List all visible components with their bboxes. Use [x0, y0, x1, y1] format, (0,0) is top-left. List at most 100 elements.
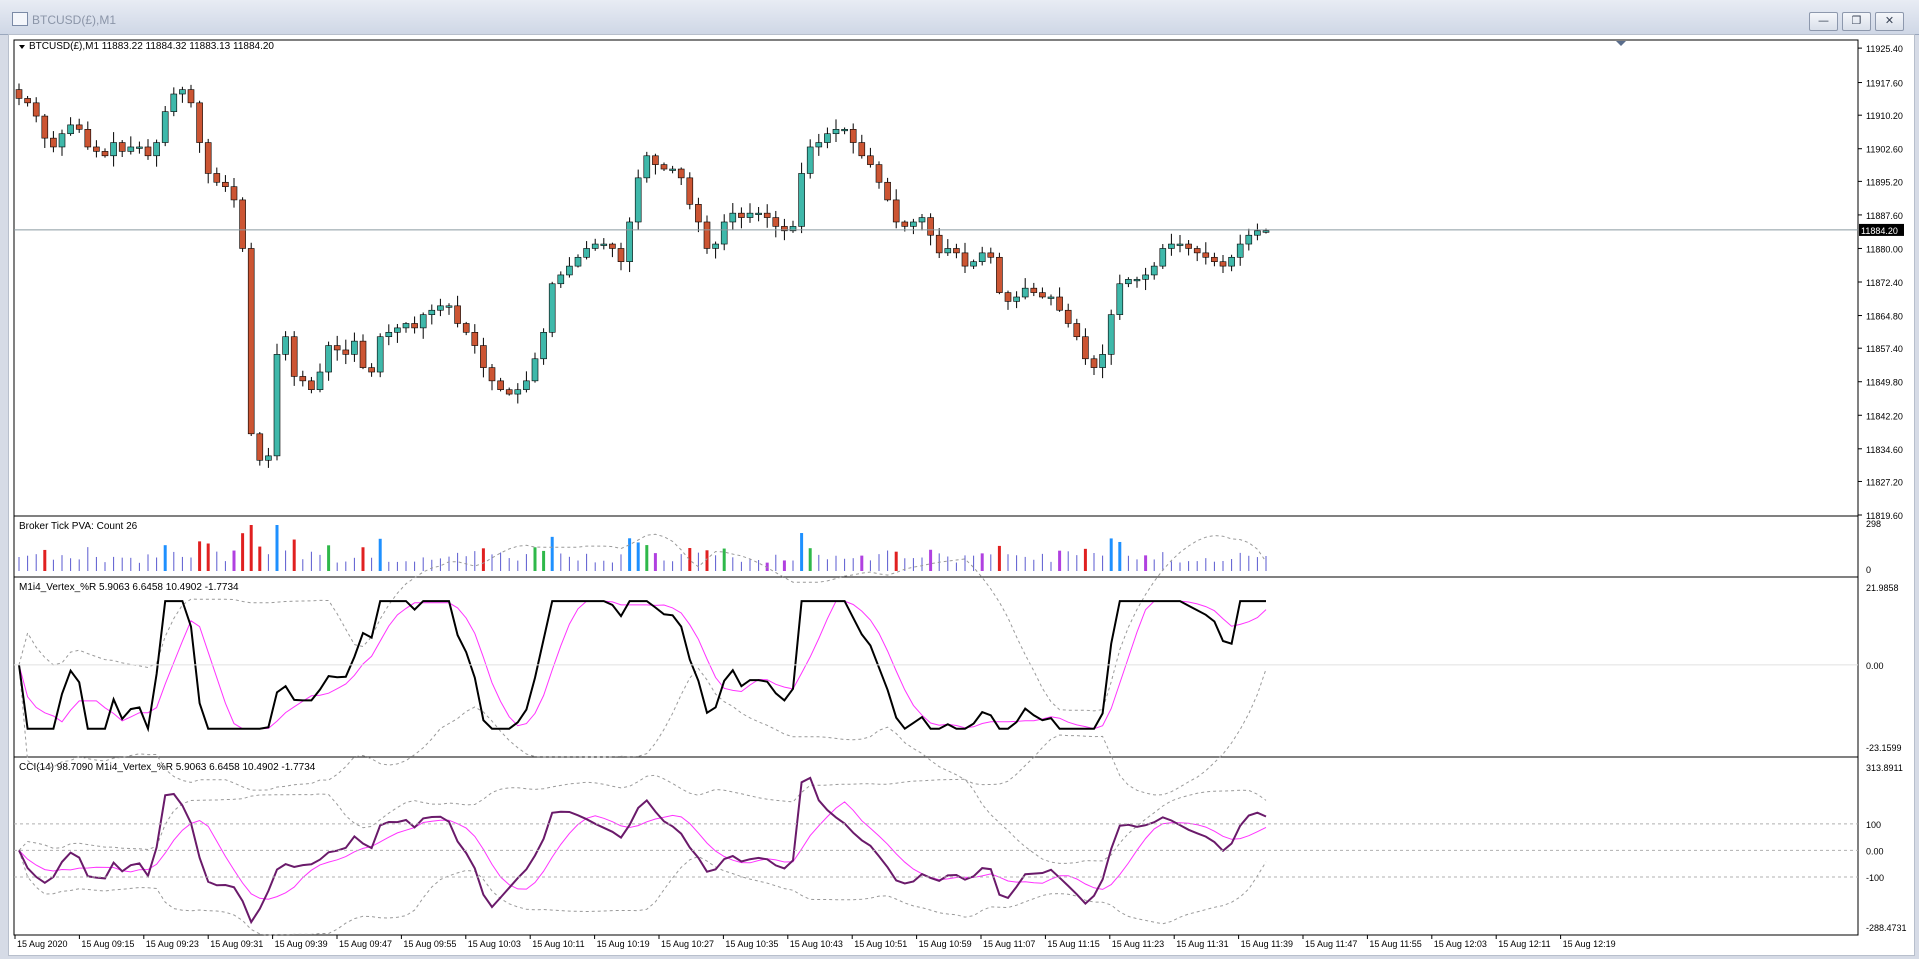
time-tick-label: 15 Aug 11:23: [1112, 939, 1164, 949]
bull-candle: [437, 305, 444, 311]
bear-candle: [488, 367, 496, 382]
bear-candle: [772, 217, 780, 227]
bull-candle: [514, 389, 522, 395]
wr-lower-band: [18, 664, 1267, 796]
main-panel-header: BTCUSD(£),M1 11883.22 11884.32 11883.13 …: [29, 41, 274, 52]
main-panel-frame: [13, 39, 1859, 517]
bear-candle: [93, 146, 100, 152]
wr-tick-label: 0.00: [1866, 661, 1884, 671]
volume-panel-header: Broker Tick PVA: Count 26: [19, 521, 138, 532]
bull-candle: [720, 221, 728, 245]
bull-candle: [540, 332, 547, 360]
cci-panel-header: CCI(14) 98.7090 M1i4_Vertex_%R 5.9063 6.…: [19, 762, 316, 773]
bull-candle: [798, 173, 805, 227]
bull-candle: [789, 226, 797, 232]
bull-candle: [1168, 243, 1175, 249]
bear-candle: [1193, 248, 1201, 254]
bull-candle: [1245, 234, 1253, 245]
time-tick-label: 15 Aug 09:47: [339, 939, 392, 949]
bull-candle: [179, 89, 186, 95]
bear-candle: [1211, 256, 1218, 262]
time-tick-label: 15 Aug 2020: [17, 939, 68, 949]
title-bar[interactable]: BTCUSD(£),M1 — ❐ ✕: [0, 0, 1919, 35]
bear-candle: [213, 173, 221, 183]
bear-candle: [858, 142, 866, 157]
bull-candle: [978, 252, 986, 262]
bull-candle: [394, 327, 401, 333]
minimize-button[interactable]: —: [1809, 12, 1838, 31]
bull-candle: [1254, 230, 1261, 236]
bear-candle: [652, 155, 659, 165]
chart-window-icon: [12, 12, 28, 26]
shift-marker-icon[interactable]: [1616, 41, 1626, 46]
bull-candle: [557, 274, 565, 285]
bull-candle: [1236, 243, 1244, 258]
bear-candle: [987, 252, 995, 258]
restore-button[interactable]: ❐: [1842, 12, 1871, 31]
close-button[interactable]: ✕: [1875, 12, 1904, 31]
bear-candle: [505, 389, 513, 395]
bull-candle: [1133, 279, 1141, 282]
bear-candle: [892, 199, 900, 223]
bear-candle: [24, 98, 31, 104]
bull-candle: [591, 243, 599, 249]
bull-candle: [841, 129, 848, 132]
bear-candle: [1219, 261, 1227, 267]
price-tick-label: 11842.20: [1866, 411, 1903, 421]
time-tick-label: 15 Aug 09:39: [275, 939, 328, 949]
bear-candle: [660, 164, 668, 170]
price-tick-label: 11880.00: [1866, 244, 1903, 254]
bear-candle: [256, 433, 264, 461]
cci-tick-label: 100: [1866, 820, 1881, 830]
bear-candle: [686, 177, 694, 205]
current-price-badge: [1859, 223, 1904, 236]
bear-candle: [901, 221, 909, 227]
bear-candle: [849, 129, 857, 143]
time-axis: 15 Aug 2020 15 Aug 09:15 15 Aug 09:23 15 Au…: [14, 935, 1616, 949]
bull-candle: [643, 155, 651, 179]
cci-tick-label: 313.8911: [1866, 763, 1903, 773]
bull-candle: [1142, 274, 1149, 280]
bear-candle: [480, 345, 487, 368]
wr-panel-header: M1i4_Vertex_%R 5.9063 6.6458 10.4902 -1.…: [19, 582, 239, 593]
bull-candle: [1228, 256, 1235, 267]
current-price-label: 11884.20: [1861, 226, 1898, 236]
collapse-arrow-icon[interactable]: [19, 45, 25, 49]
price-tick-label: 11849.80: [1866, 378, 1903, 388]
bear-candle: [101, 151, 109, 157]
bear-candle: [204, 142, 212, 174]
bull-candle: [445, 305, 453, 308]
bear-candle: [1039, 292, 1046, 298]
bull-candle: [1150, 265, 1158, 276]
bear-candle: [342, 349, 350, 355]
bear-candle: [617, 248, 625, 262]
time-tick-label: 15 Aug 10:51: [854, 939, 907, 949]
wr-tick-label: 21.9858: [1866, 583, 1899, 593]
bear-candle: [738, 212, 745, 218]
bull-candle: [1021, 287, 1029, 298]
bear-candle: [454, 305, 461, 324]
cci-tick-label: -100: [1866, 873, 1884, 883]
wr-series: [18, 533, 1267, 796]
wr-panel-frame: [13, 576, 1859, 758]
bull-candle: [574, 256, 582, 267]
time-tick-label: 15 Aug 10:59: [919, 939, 972, 949]
volume-tick-label: 298: [1866, 519, 1881, 529]
time-tick-label: 15 Aug 11:15: [1047, 939, 1099, 949]
price-tick-label: 11895.20: [1866, 177, 1903, 187]
bear-candle: [247, 248, 255, 435]
time-tick-label: 15 Aug 09:31: [210, 939, 263, 949]
bear-candle: [239, 199, 246, 249]
bear-candle: [32, 102, 40, 117]
bear-candle: [290, 336, 298, 377]
bull-candle: [170, 93, 178, 112]
bull-candle: [1176, 243, 1184, 246]
price-tick-label: 11819.60: [1866, 511, 1903, 521]
bear-candle: [867, 155, 874, 165]
chart-canvas[interactable]: BTCUSD(£),M1 11883.22 11884.32 11883.13 …: [9, 35, 1914, 955]
chart-area[interactable]: BTCUSD(£),M1 11883.22 11884.32 11883.13 …: [8, 34, 1915, 956]
price-tick-label: 11857.40: [1866, 344, 1903, 354]
bull-candle: [1099, 354, 1106, 368]
cci-panel-frame: [13, 756, 1859, 936]
